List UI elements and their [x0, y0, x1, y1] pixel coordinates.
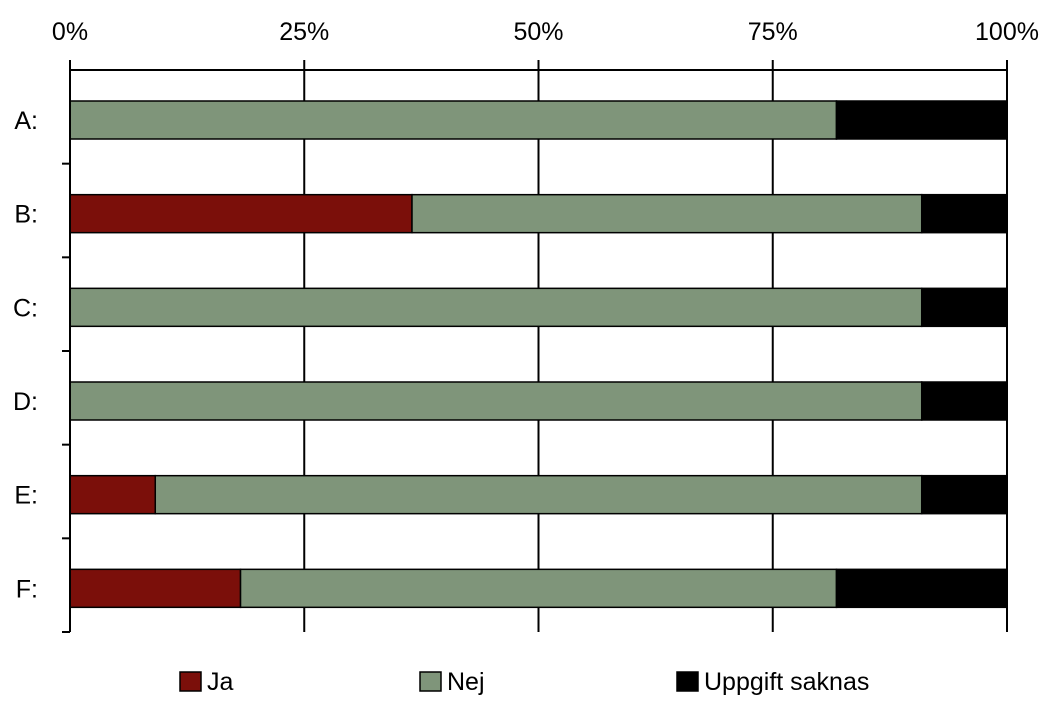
bar-segment [69, 193, 413, 234]
bar-segment [239, 568, 838, 609]
bar-segment [69, 100, 838, 140]
bar-segment [835, 100, 1008, 140]
category-label: B: [14, 201, 38, 229]
bar-segment [69, 474, 157, 515]
x-tick-label: 25% [279, 18, 329, 46]
bar-segment [920, 381, 1008, 421]
legend-label: Nej [447, 668, 485, 696]
legend-swatch [676, 671, 699, 692]
x-tick-label: 100% [975, 18, 1039, 46]
bar-segment [835, 568, 1008, 609]
x-tick-label: 75% [748, 18, 798, 46]
x-tick-label: 50% [513, 18, 563, 46]
bar-segment [69, 381, 923, 421]
gridlines [303, 70, 1008, 632]
category-label: E: [14, 482, 38, 510]
category-label: A: [14, 107, 38, 135]
legend: Ja Nej Uppgift saknas [179, 668, 869, 696]
axes [62, 60, 1008, 633]
legend-label: Uppgift saknas [704, 668, 869, 696]
bars [69, 100, 1008, 609]
legend-swatch [179, 671, 202, 692]
bar-segment [154, 474, 923, 515]
category-label: D: [13, 388, 38, 416]
category-label: C: [13, 294, 38, 322]
legend-swatch [419, 671, 442, 692]
legend-label: Ja [207, 668, 234, 696]
category-label: F: [16, 575, 38, 603]
bar-segment [69, 568, 242, 609]
bar-segment [920, 474, 1008, 515]
bar-segment [920, 193, 1008, 234]
labels: 0% 25% 50% 75% 100% A: B: C: D: E: F: [13, 18, 1039, 603]
bar-segment [69, 287, 923, 328]
bar-segment [411, 193, 923, 234]
bar-segment [920, 287, 1008, 328]
x-tick-label: 0% [52, 18, 88, 46]
